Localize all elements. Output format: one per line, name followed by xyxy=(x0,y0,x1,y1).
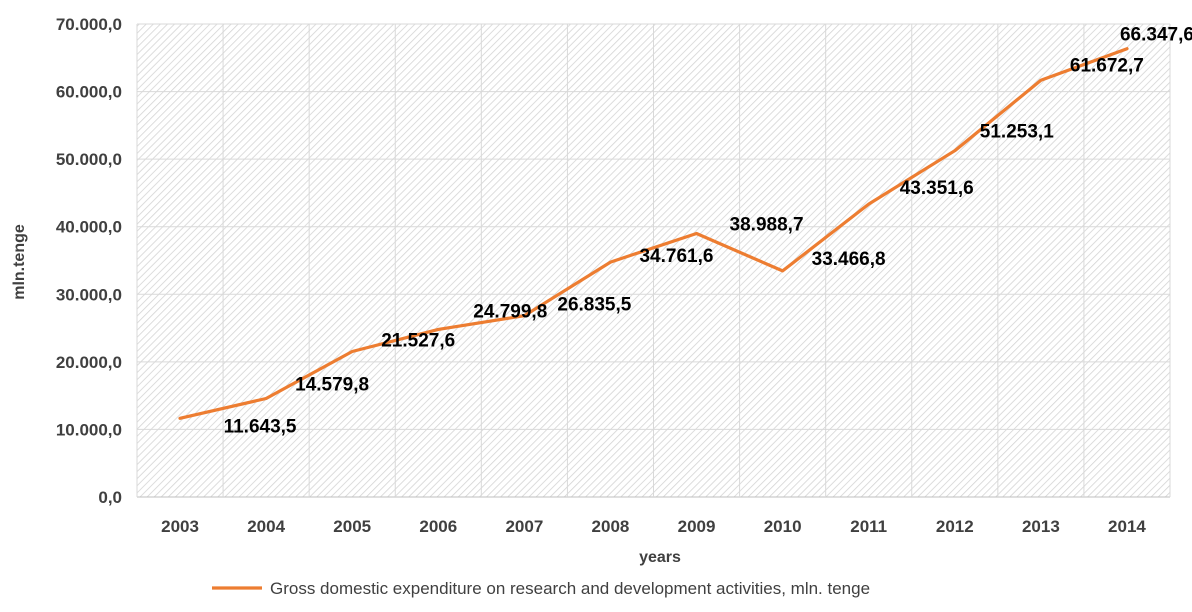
y-tick-label: 40.000,0 xyxy=(56,218,122,237)
data-label: 66.347,6 xyxy=(1120,25,1192,46)
y-tick-label: 30.000,0 xyxy=(56,285,122,304)
x-tick-label: 2012 xyxy=(936,517,974,536)
x-tick-label: 2013 xyxy=(1022,517,1060,536)
y-axis-title: mln.tenge xyxy=(11,224,28,300)
y-tick-label: 10.000,0 xyxy=(56,420,122,439)
y-tick-label: 20.000,0 xyxy=(56,353,122,372)
y-tick-label: 70.000,0 xyxy=(56,15,122,34)
data-label: 43.351,6 xyxy=(900,178,974,199)
data-label: 51.253,1 xyxy=(980,122,1054,143)
y-axis-ticks: 0,0 10.000,0 20.000,0 30.000,0 40.000,0 50.00… xyxy=(56,15,122,507)
x-tick-label: 2014 xyxy=(1108,517,1146,536)
y-tick-label: 50.000,0 xyxy=(56,150,122,169)
series-line xyxy=(178,47,1129,420)
x-tick-label: 2007 xyxy=(505,517,543,536)
x-tick-label: 2011 xyxy=(850,517,887,536)
data-label: 21.527,6 xyxy=(381,331,455,352)
data-label: 61.672,7 xyxy=(1070,55,1144,76)
data-label: 14.579,8 xyxy=(295,374,369,395)
data-label: 26.835,5 xyxy=(557,295,631,316)
data-label: 38.988,7 xyxy=(730,215,804,236)
data-label: 24.799,8 xyxy=(473,301,547,322)
x-tick-label: 2004 xyxy=(247,517,285,536)
data-label: 11.643,5 xyxy=(224,416,297,437)
x-tick-label: 2006 xyxy=(419,517,457,536)
x-tick-label: 2009 xyxy=(678,517,716,536)
data-labels: 11.643,5 14.579,8 21.527,6 24.799,8 26.835,5… xyxy=(224,25,1192,438)
x-tick-label: 2008 xyxy=(592,517,630,536)
legend-label: Gross domestic expenditure on research a… xyxy=(270,579,870,598)
x-axis-title: years xyxy=(639,549,681,566)
y-tick-label: 60.000,0 xyxy=(56,83,122,102)
x-axis-ticks: 2003 2004 2005 2006 2007 2008 2009 2010 2011 2012… xyxy=(161,517,1146,536)
legend: Gross domestic expenditure on research a… xyxy=(212,579,870,598)
data-label: 34.761,6 xyxy=(639,246,713,267)
gridlines xyxy=(136,23,1171,498)
x-tick-label: 2010 xyxy=(764,517,802,536)
x-tick-label: 2003 xyxy=(161,517,199,536)
data-label: 33.466,8 xyxy=(812,249,886,270)
x-tick-label: 2005 xyxy=(333,517,371,536)
y-tick-label: 0,0 xyxy=(98,488,122,507)
